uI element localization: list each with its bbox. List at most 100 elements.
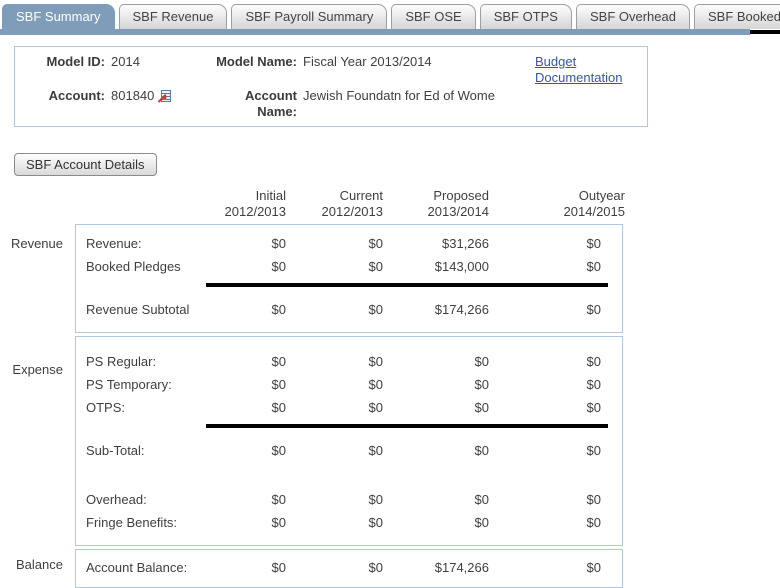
row-label: Sub-Total:: [86, 443, 145, 458]
cell-outyear: $0: [586, 443, 601, 458]
revenue-box: Revenue: $0 $0 $31,266 $0 Booked Pledges…: [75, 224, 623, 333]
cell-current: $0: [368, 302, 383, 317]
table-row-booked-pledges: Booked Pledges $0 $0 $143,000 $0: [86, 256, 622, 277]
table-row-account-balance: Account Balance: $0 $0 $174,266 $0: [86, 557, 622, 578]
budget-documentation-cell: Budget Documentation: [535, 54, 641, 86]
tab-sbf-summary[interactable]: SBF Summary: [2, 4, 115, 29]
balance-group-label: Balance: [16, 557, 63, 572]
account-label: Account:: [48, 88, 105, 103]
cell-proposed: $0: [474, 354, 489, 369]
column-header-outyear: Outyear 2014/2015: [563, 188, 625, 219]
row-label: Overhead:: [86, 492, 147, 507]
model-header-box: Model ID: 2014 Model Name: Fiscal Year 2…: [14, 46, 648, 127]
row-label: Revenue Subtotal: [86, 302, 190, 317]
cell-outyear: $0: [586, 377, 601, 392]
cell-outyear: $0: [586, 302, 601, 317]
model-name-label: Model Name:: [216, 54, 297, 69]
cell-outyear: $0: [586, 560, 601, 575]
table-row-ps-regular: PS Regular: $0 $0 $0 $0: [86, 351, 622, 372]
row-label: Fringe Benefits:: [86, 515, 178, 530]
column-headers: Initial 2012/2013 Current 2012/2013 Prop…: [86, 188, 780, 220]
cell-initial: $0: [271, 560, 286, 575]
expense-box: PS Regular: $0 $0 $0 $0 PS Temporary: $0…: [75, 336, 623, 546]
cell-initial: $0: [271, 377, 286, 392]
tab-strip: SBF Summary SBF Revenue SBF Payroll Summ…: [0, 0, 780, 29]
balance-section: Balance Account Balance: $0 $0 $174,266 …: [0, 549, 780, 588]
bar-end-segment: [750, 30, 780, 34]
table-row-fringe-benefits: Fringe Benefits: $0 $0 $0 $0: [86, 512, 622, 533]
cell-initial: $0: [271, 259, 286, 274]
table-row-sub-total: Sub-Total: $0 $0 $0 $0: [86, 440, 622, 461]
tab-sbf-payroll-summary[interactable]: SBF Payroll Summary: [231, 4, 388, 29]
account-name-label: Account Name:: [245, 88, 297, 119]
cell-initial: $0: [271, 354, 286, 369]
account-value: 801840: [111, 88, 155, 103]
table-row-revenue-subtotal: Revenue Subtotal $0 $0 $174,266 $0: [86, 299, 622, 320]
table-row-revenue: Revenue: $0 $0 $31,266 $0: [86, 233, 622, 254]
cell-proposed: $0: [474, 515, 489, 530]
cell-outyear: $0: [586, 259, 601, 274]
sum-line: [206, 283, 608, 287]
cell-current: $0: [368, 259, 383, 274]
expense-section: Expense PS Regular: $0 $0 $0 $0 PS Tempo…: [0, 336, 780, 546]
model-id-value: 2014: [111, 54, 140, 69]
row-label: PS Regular:: [86, 354, 157, 369]
column-header-proposed: Proposed 2013/2014: [427, 188, 489, 219]
cell-current: $0: [368, 515, 383, 530]
revenue-section: Revenue Revenue: $0 $0 $31,266 $0 Booked…: [0, 224, 780, 333]
budget-documentation-link[interactable]: Budget Documentation: [535, 54, 623, 85]
tab-sbf-ose[interactable]: SBF OSE: [391, 4, 476, 29]
cell-current: $0: [368, 377, 383, 392]
row-label: Revenue:: [86, 236, 142, 251]
balance-box: Account Balance: $0 $0 $174,266 $0: [75, 549, 623, 588]
table-row-otps: OTPS: $0 $0 $0 $0: [86, 397, 622, 418]
row-label: Account Balance:: [86, 560, 188, 575]
cell-outyear: $0: [586, 515, 601, 530]
revenue-group-label: Revenue: [10, 236, 63, 251]
active-tab-bar: [0, 29, 750, 35]
cell-initial: $0: [271, 400, 286, 415]
cell-proposed: $143,000: [434, 259, 489, 274]
transfer-icon[interactable]: [157, 89, 172, 104]
sbf-account-details-button[interactable]: SBF Account Details: [14, 153, 157, 176]
cell-initial: $0: [271, 236, 286, 251]
cell-current: $0: [368, 236, 383, 251]
tab-sbf-overhead[interactable]: SBF Overhead: [575, 4, 690, 29]
model-id-label: Model ID:: [46, 54, 106, 69]
cell-initial: $0: [271, 302, 286, 317]
cell-proposed: $0: [474, 492, 489, 507]
expense-group-label: Expense: [12, 362, 63, 377]
model-name-value: Fiscal Year 2013/2014: [303, 54, 432, 69]
tab-underline-bar: [0, 29, 780, 35]
cell-initial: $0: [271, 443, 286, 458]
account-value-cell: 801840: [111, 88, 199, 104]
table-row-ps-temporary: PS Temporary: $0 $0 $0 $0: [86, 374, 622, 395]
column-header-current: Current 2012/2013: [321, 188, 383, 219]
tab-sbf-otps[interactable]: SBF OTPS: [479, 4, 572, 29]
cell-outyear: $0: [586, 400, 601, 415]
cell-outyear: $0: [586, 354, 601, 369]
cell-outyear: $0: [586, 492, 601, 507]
row-label: PS Temporary:: [86, 377, 172, 392]
cell-proposed: $174,266: [434, 302, 489, 317]
cell-proposed: $31,266: [442, 236, 489, 251]
account-name-value: Jewish Foundatn for Ed of Wome: [303, 88, 495, 103]
cell-proposed: $0: [474, 400, 489, 415]
tab-sbf-revenue[interactable]: SBF Revenue: [118, 4, 228, 29]
cell-proposed: $174,266: [434, 560, 489, 575]
cell-proposed: $0: [474, 443, 489, 458]
cell-outyear: $0: [586, 236, 601, 251]
cell-current: $0: [368, 560, 383, 575]
cell-current: $0: [368, 492, 383, 507]
cell-initial: $0: [271, 492, 286, 507]
cell-current: $0: [368, 354, 383, 369]
cell-current: $0: [368, 443, 383, 458]
cell-current: $0: [368, 400, 383, 415]
sum-line: [206, 424, 608, 428]
cell-initial: $0: [271, 515, 286, 530]
tab-sbf-booked-pledges[interactable]: SBF Booked Pledges: [693, 4, 780, 29]
row-label: Booked Pledges: [86, 259, 181, 274]
row-label: OTPS:: [86, 400, 126, 415]
table-row-overhead: Overhead: $0 $0 $0 $0: [86, 489, 622, 510]
cell-proposed: $0: [474, 377, 489, 392]
